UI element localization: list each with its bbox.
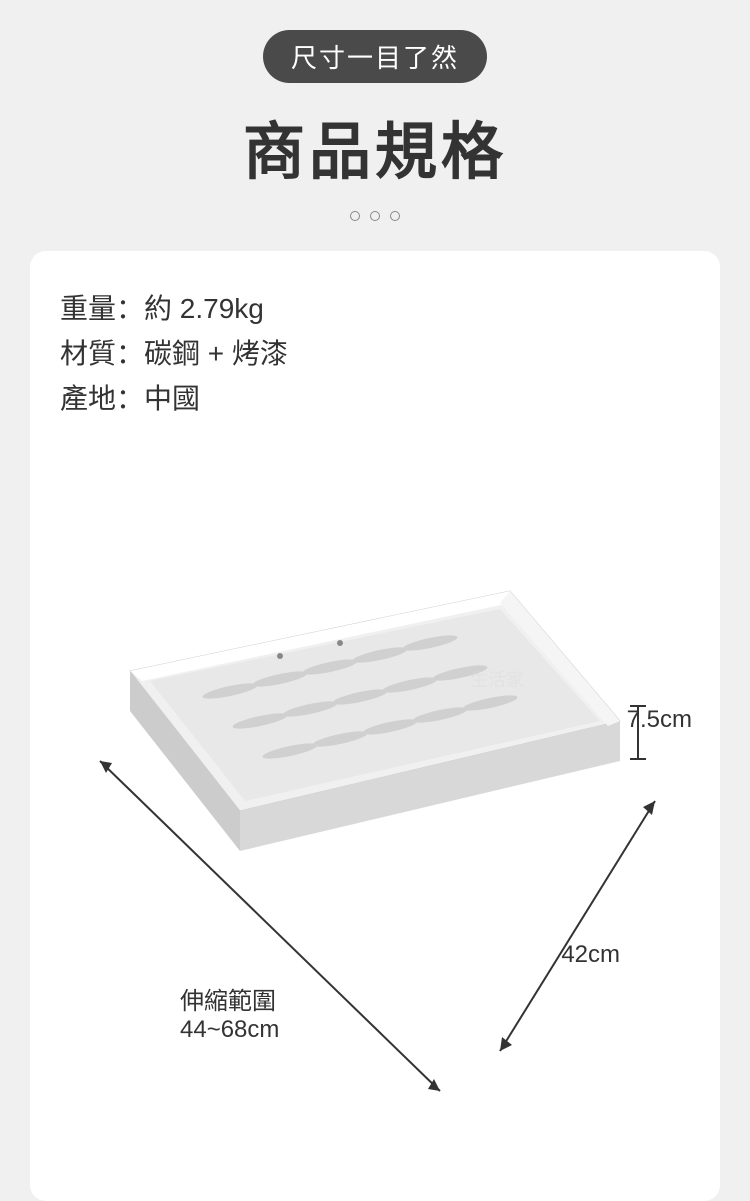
depth-arrow-line [500,801,655,1051]
tray-svg: 生活家 [30,531,720,1151]
badge-text: 尺寸一目了然 [291,43,459,73]
circle-decoration [390,211,400,221]
watermark: 生活家 [470,670,524,690]
header-section: 尺寸一目了然 商品規格 [0,0,750,221]
decorative-circles [0,211,750,221]
origin-value: 中國 [144,377,200,422]
height-dimension-label: 7.5cm [627,706,692,734]
spec-card: 重量： 約 2.79kg 材質： 碳鋼 + 烤漆 產地： 中國 [30,251,720,1201]
weight-value: 約 2.79kg [144,287,264,332]
product-diagram: 生活家 7.5cm 42cm 伸縮範圍 44~68cm [30,531,720,1201]
depth-arrow-head-start [500,1037,512,1051]
spec-row-material: 材質： 碳鋼 + 烤漆 [60,332,690,377]
weight-label: 重量： [60,287,144,332]
origin-label: 產地： [60,377,144,422]
depth-dimension-label: 42cm [561,941,620,969]
width-dimension-value: 44~68cm [180,1016,279,1044]
depth-arrow-head-end [643,801,655,815]
spec-row-origin: 產地： 中國 [60,377,690,422]
screw-dot [277,653,283,659]
spec-row-weight: 重量： 約 2.79kg [60,287,690,332]
spec-list: 重量： 約 2.79kg 材質： 碳鋼 + 烤漆 產地： 中國 [60,287,690,421]
width-dimension-title: 伸縮範圍 [180,981,276,1016]
screw-dot [337,640,343,646]
material-label: 材質： [60,332,144,377]
circle-decoration [350,211,360,221]
page-title: 商品規格 [0,101,750,191]
badge: 尺寸一目了然 [263,30,487,83]
circle-decoration [370,211,380,221]
material-value: 碳鋼 + 烤漆 [144,332,288,377]
